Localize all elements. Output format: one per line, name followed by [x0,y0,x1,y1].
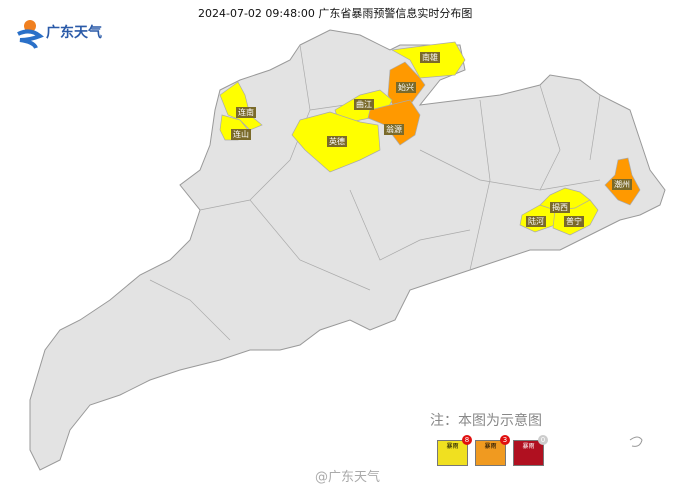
legend-label: 暴雨 [522,443,535,450]
legend: 暴雨 8 暴雨 3 暴雨 0 [437,435,548,466]
count-badge: 3 [500,435,510,445]
legend-red-rainstorm-icon: 暴雨 0 [513,435,548,466]
region-label: 始兴 [396,82,416,93]
count-badge: 0 [538,435,548,445]
region-label: 曲江 [354,99,374,110]
map-note: 注：本图为示意图 [430,413,542,429]
region-wengyuan [367,99,421,146]
region-label: 翁源 [384,124,404,135]
region-label: 英德 [327,136,347,147]
island [629,436,643,447]
map-title: 2024-07-02 09:48:00 广东省暴雨预警信息实时分布图 [198,7,473,20]
province-outline [29,29,666,471]
legend-yellow-rainstorm-icon: 暴雨 8 [437,435,472,466]
legend-orange-rainstorm-icon: 暴雨 3 [475,435,510,466]
county-borders [149,44,601,341]
legend-label: 暴雨 [484,443,497,450]
legend-label: 暴雨 [446,443,459,450]
region-label: 连山 [231,129,251,140]
region-label: 普宁 [564,216,584,227]
weather-logo-icon [17,20,44,49]
region-label: 潮州 [612,179,632,190]
logo: 广东天气 [12,14,102,50]
region-label: 南雄 [420,52,440,63]
logo-text: 广东天气 [46,25,102,41]
region-label: 陆河 [526,216,546,227]
count-badge: 8 [462,435,472,445]
region-liannan [219,81,263,131]
watermark: @广东天气 [315,470,381,485]
region-label: 连南 [236,107,256,118]
region-label: 揭西 [550,202,570,213]
